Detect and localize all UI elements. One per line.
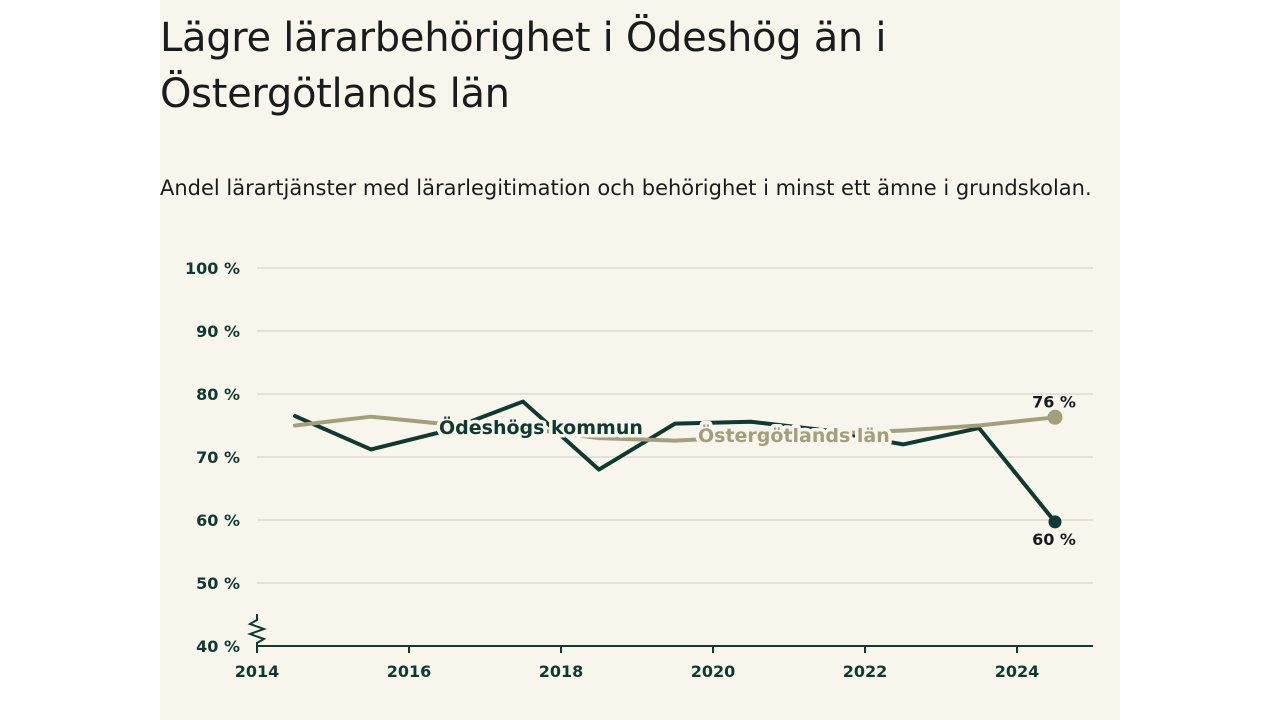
x-tick-label: 2018 — [539, 662, 584, 681]
end-marker-lan — [1047, 409, 1063, 425]
end-marker-kommun — [1048, 515, 1062, 529]
x-tick-label: 2024 — [995, 662, 1040, 681]
x-tick-label: 2016 — [387, 662, 432, 681]
line-chart: 40 % 50 % 60 % 70 % 80 % 90 % 100 % 2014 2016 201… — [185, 259, 1093, 681]
axis-break-icon — [247, 614, 267, 646]
y-tick-label: 40 % — [196, 637, 240, 656]
series-line-ostergotlands-lan — [293, 414, 1057, 443]
chart-title: Lägre lärarbehörighet i Ödeshög än i Öst… — [160, 15, 887, 117]
y-tick-label: 80 % — [196, 385, 240, 404]
series-label-kommun: Ödeshögs kommun — [439, 415, 643, 439]
chart-subtitle: Andel lärartjänster med lärarlegitimatio… — [160, 176, 1092, 200]
y-tick-label: 60 % — [196, 511, 240, 530]
y-tick-label: 50 % — [196, 574, 240, 593]
y-tick-label: 90 % — [196, 322, 240, 341]
end-label-lan: 76 % — [1032, 392, 1076, 411]
x-tick-label: 2014 — [235, 662, 280, 681]
series-label-lan: Östergötlands län — [698, 423, 890, 447]
chart-panel: Lägre lärarbehörighet i Ödeshög än i Öst… — [160, 0, 1120, 720]
x-tick-label: 2020 — [691, 662, 736, 681]
x-tick-label: 2022 — [843, 662, 888, 681]
end-label-kommun: 60 % — [1032, 530, 1076, 549]
y-tick-label: 100 % — [185, 259, 240, 278]
y-tick-label: 70 % — [196, 448, 240, 467]
series-line-odeshogs-kommun — [293, 399, 1057, 524]
